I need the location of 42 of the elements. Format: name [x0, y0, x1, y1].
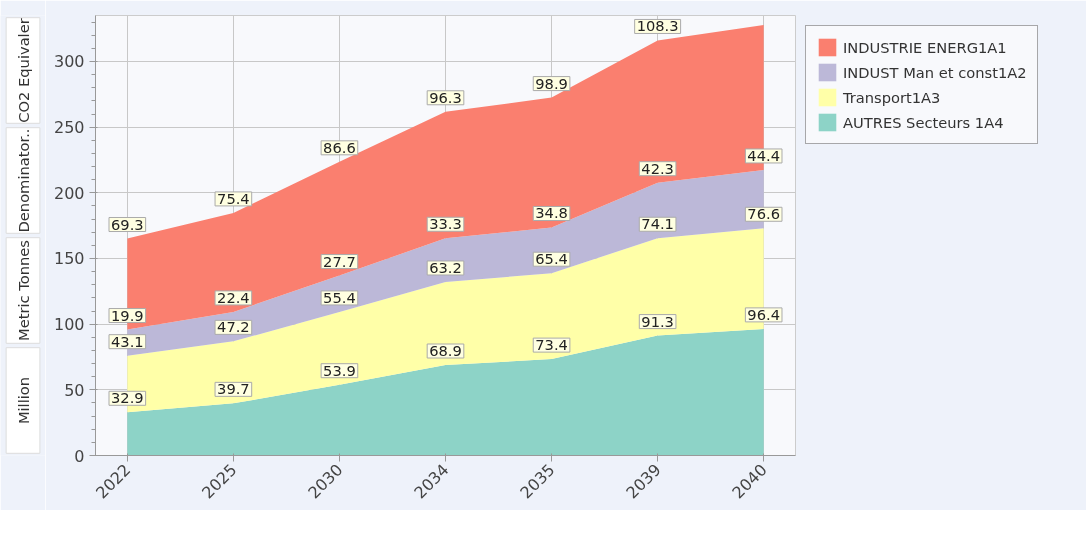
data-label: 65.4 — [535, 250, 568, 268]
data-label: 69.3 — [111, 215, 144, 233]
y-tick-label: 0 — [74, 446, 85, 466]
data-label: 34.8 — [535, 204, 568, 222]
data-label: 74.1 — [641, 215, 674, 233]
text: CO2 Equivaler — [14, 17, 32, 123]
data-label: 96.3 — [429, 88, 462, 106]
data-label: 75.4 — [217, 189, 250, 207]
y-tick-label: 250 — [53, 118, 85, 138]
data-label: 73.4 — [535, 336, 568, 354]
text: Denominator.. — [14, 128, 32, 233]
data-label: 39.7 — [217, 380, 250, 398]
data-label: 47.2 — [217, 318, 250, 336]
y-tick-label: 50 — [64, 380, 85, 400]
data-label: 33.3 — [429, 215, 462, 233]
legend-label: INDUSTRIE ENERG1A1 — [843, 38, 1007, 56]
data-label: 76.6 — [747, 205, 781, 223]
legend-label: AUTRES Secteurs 1A4 — [843, 113, 1004, 131]
data-label: 32.9 — [111, 389, 144, 407]
data-label: 27.7 — [323, 252, 356, 270]
data-label: 108.3 — [636, 17, 679, 35]
data-label: 19.9 — [111, 306, 144, 324]
data-label: 96.4 — [747, 305, 781, 323]
y-tick-label: 200 — [53, 183, 85, 203]
data-label: 86.6 — [323, 138, 356, 156]
text: Metric Tonnes — [14, 240, 32, 341]
data-label: 63.2 — [429, 259, 462, 276]
data-label: 68.9 — [429, 342, 462, 359]
legend-label: INDUST Man et const1A2 — [843, 63, 1027, 81]
data-label: 53.9 — [323, 361, 356, 379]
data-label: 55.4 — [323, 288, 356, 306]
y-tick-label: 300 — [53, 52, 85, 72]
text: Million — [14, 376, 32, 425]
y-tick-label: 150 — [53, 249, 85, 269]
data-label: 42.3 — [641, 159, 674, 177]
legend-label: Transport1A3 — [843, 88, 941, 106]
data-label: 98.9 — [535, 74, 568, 92]
data-label: 91.3 — [641, 312, 674, 330]
data-label: 44.4 — [747, 146, 781, 164]
data-label: 22.4 — [217, 288, 250, 306]
y-tick-label: 100 — [53, 315, 85, 335]
data-label: 43.1 — [111, 332, 144, 350]
